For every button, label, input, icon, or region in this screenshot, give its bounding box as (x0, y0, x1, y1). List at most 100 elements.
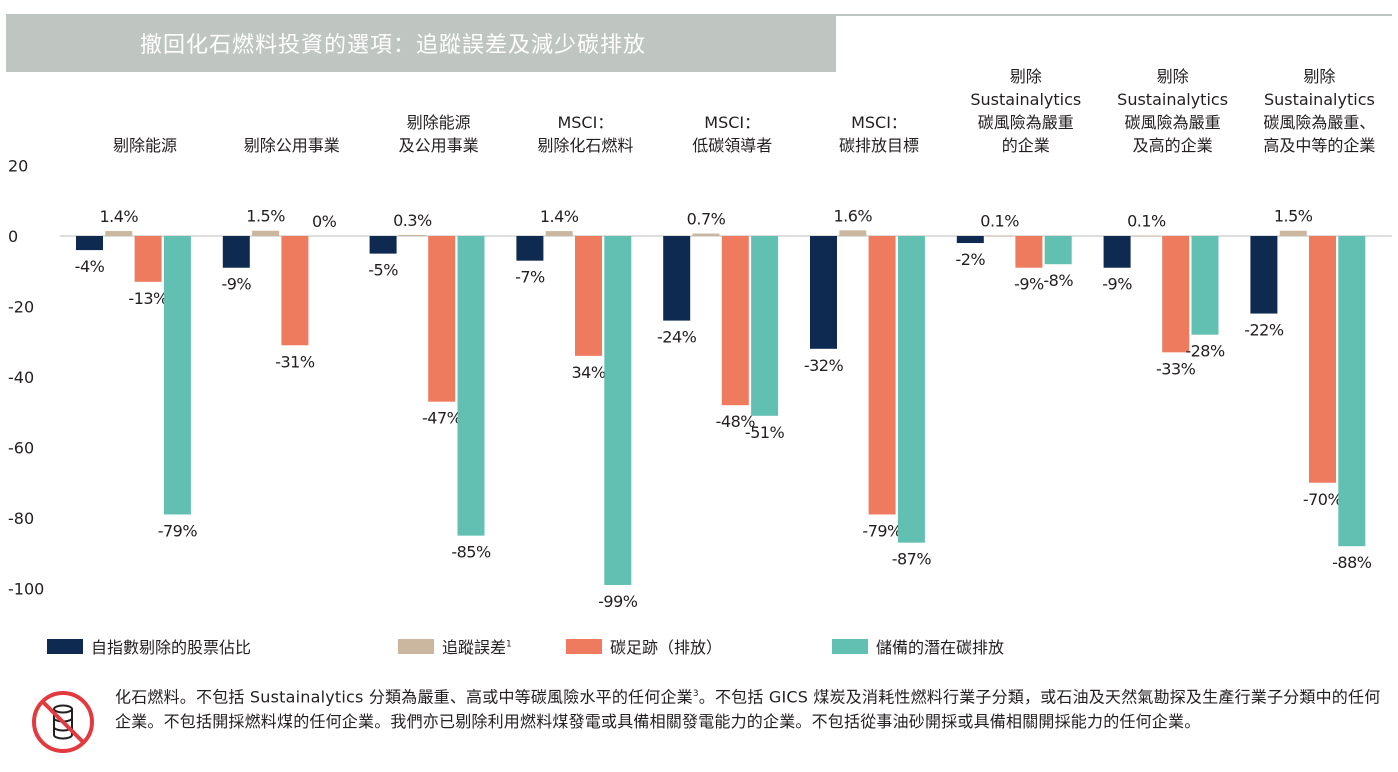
bar (1015, 236, 1043, 268)
category-label: 低碳領導者 (692, 136, 772, 155)
bar (545, 231, 573, 236)
bar (751, 236, 779, 416)
data-label: 1.5% (1274, 207, 1313, 226)
bar (105, 231, 133, 236)
legend-item-tracking-error: 追蹤誤差1 (398, 636, 512, 657)
bar (398, 234, 426, 236)
bar (428, 236, 456, 402)
data-label: -5% (368, 261, 398, 280)
data-label: -51% (745, 423, 785, 442)
data-label: 0.1% (980, 212, 1019, 231)
data-label: 34% (571, 363, 605, 382)
category-label: 剔除 (1303, 67, 1335, 86)
bar (663, 236, 691, 321)
bar (1162, 236, 1190, 353)
data-label: -79% (862, 521, 902, 540)
data-label: -7% (515, 268, 545, 287)
data-label: -9% (221, 275, 251, 294)
bar (604, 236, 632, 585)
data-label: -32% (804, 356, 844, 375)
data-label: -24% (657, 328, 697, 347)
data-label: -85% (451, 543, 491, 562)
category-label: 剔除 (1157, 67, 1189, 86)
bar (163, 236, 191, 515)
data-label: -87% (892, 550, 932, 569)
category-label: 高及中等的企業 (1263, 136, 1375, 155)
category-label: MSCI： (851, 113, 907, 132)
data-label: -4% (75, 257, 105, 276)
bar (897, 236, 925, 543)
category-label: 及高的企業 (1133, 136, 1213, 155)
bar (868, 236, 896, 515)
data-label: -99% (598, 592, 638, 611)
title-bar (6, 14, 836, 72)
bar (692, 233, 720, 236)
bar (575, 236, 602, 356)
data-label: -9% (1014, 275, 1044, 294)
bar (252, 230, 280, 236)
chart-title: 撤回化石燃料投資的選項：追蹤誤差及減少碳排放 (140, 33, 647, 58)
data-label: -47% (422, 409, 462, 428)
data-label: -33% (1156, 359, 1196, 378)
bar (1103, 236, 1131, 268)
category-label: MSCI： (557, 113, 613, 132)
legend-label-tracking-error: 追蹤誤差1 (442, 638, 512, 657)
bar (134, 236, 162, 282)
bar (516, 236, 544, 261)
bar (1250, 236, 1278, 314)
data-label: 0.1% (1127, 212, 1166, 231)
no-oil-barrel-icon (32, 691, 94, 753)
category-label: Sustainalytics (1117, 90, 1228, 109)
bar (222, 236, 250, 268)
data-label: -13% (128, 289, 168, 308)
data-label: -28% (1185, 342, 1225, 361)
data-label: -88% (1332, 553, 1372, 572)
bar (76, 236, 103, 251)
bar (1338, 236, 1366, 547)
category-label: 及公用事業 (399, 136, 479, 155)
data-label: -48% (716, 412, 756, 431)
bar (1191, 236, 1219, 335)
footnote-text: 化石燃料。不包括 Sustainalytics 分類為嚴重、高或中等碳風險水平的… (115, 687, 1381, 732)
category-label: Sustainalytics (970, 90, 1081, 109)
data-label: 1.4% (540, 207, 579, 226)
category-label: MSCI： (704, 113, 760, 132)
legend-label-reserves-emissions: 儲備的潛在碳排放 (876, 638, 1005, 657)
bar (956, 236, 984, 244)
category-label: 剔除 (1010, 67, 1042, 86)
title-rule (836, 14, 1392, 16)
bar-chart: 20 0 -20 -40 -60 -80 -100 剔除能源 -4% 1.4% -13% -79% 剔除… (8, 67, 1392, 611)
data-label: -70% (1303, 490, 1343, 509)
category-label: 剔除公用事業 (244, 136, 340, 155)
data-label: -79% (158, 521, 198, 540)
y-tick-label: -100 (8, 580, 44, 599)
bar (721, 236, 749, 406)
category-label: 剔除能源 (407, 113, 471, 132)
bar (281, 236, 309, 346)
bar (810, 236, 837, 349)
data-label: -31% (275, 352, 315, 371)
bar (1309, 236, 1336, 483)
category-label: 碳風險為嚴重 (978, 113, 1074, 132)
bar (1279, 230, 1307, 236)
bar (457, 236, 485, 536)
bar (986, 235, 1014, 237)
data-label: -8% (1043, 271, 1073, 290)
legend-swatch-excluded-stocks (47, 638, 83, 654)
data-label: -9% (1102, 275, 1132, 294)
category-label: 碳風險為嚴重 (1125, 113, 1221, 132)
data-label: 1.4% (99, 207, 138, 226)
data-label: 1.5% (246, 207, 285, 226)
y-tick-label: -20 (8, 298, 34, 317)
legend-label-carbon-footprint: 碳足跡（排放） (610, 638, 723, 657)
legend-swatch-tracking-error (398, 638, 434, 654)
y-tick-label: -80 (8, 509, 34, 528)
y-tick-label: 20 (8, 157, 28, 176)
bar (369, 236, 397, 254)
category-label: 碳風險為嚴重、 (1263, 113, 1375, 132)
y-tick-label: 0 (8, 227, 18, 246)
y-tick-label: -40 (8, 368, 34, 387)
category-label: Sustainalytics (1264, 90, 1375, 109)
y-tick-label: -60 (8, 439, 34, 458)
bar (1044, 236, 1072, 265)
